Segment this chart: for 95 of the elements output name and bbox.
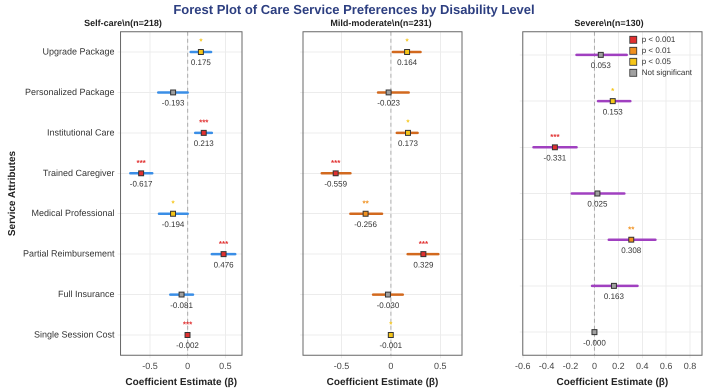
point xyxy=(591,329,598,336)
y-tick-label: Partial Reimbursement xyxy=(22,248,116,259)
data-label: 0.163 xyxy=(604,292,624,302)
point xyxy=(362,210,369,217)
annotation: * xyxy=(389,320,394,330)
annotation: ** xyxy=(362,198,370,208)
point xyxy=(552,144,558,150)
point xyxy=(200,130,207,136)
annotation: *** xyxy=(550,132,560,142)
data-label: 0.053 xyxy=(590,61,612,70)
chart-subtitle: Mild-moderate\n(n=231) xyxy=(330,18,432,28)
data-label: -0.000 xyxy=(583,338,606,348)
data-label: -0.256 xyxy=(354,220,378,229)
annotation: *** xyxy=(418,239,429,248)
data-label: -0.002 xyxy=(176,341,200,350)
annotation: * xyxy=(611,86,616,96)
data-label: -0.194 xyxy=(162,220,185,229)
data-label: 0.213 xyxy=(194,139,214,148)
point xyxy=(184,332,191,338)
y-tick-label: Full Insurance xyxy=(58,289,115,300)
data-label: -0.331 xyxy=(544,154,567,163)
point xyxy=(386,89,392,96)
chart-subtitle: Self-care\n(n=218) xyxy=(84,18,162,28)
point xyxy=(384,292,391,298)
point xyxy=(405,130,411,136)
x-tick-label: 0.5 xyxy=(434,361,447,372)
legend-label: Not significant xyxy=(642,68,693,78)
point xyxy=(598,52,604,58)
x-axis-title: Coefficient Estimate (β) xyxy=(556,376,668,388)
legend-label: p < 0.05 xyxy=(642,57,672,66)
annotation: * xyxy=(171,198,176,208)
x-tick-label: -0.4 xyxy=(538,361,554,372)
annotation: *** xyxy=(182,320,194,330)
x-tick-label: 0 xyxy=(185,361,190,372)
y-tick-label: Trained Caregiver xyxy=(42,168,115,178)
y-tick-label: Single Session Cost xyxy=(34,329,116,340)
point xyxy=(420,251,426,258)
x-axis-title: Coefficient Estimate (β) xyxy=(125,376,238,388)
data-label: 0.175 xyxy=(190,58,212,68)
text: Forest Plot of Care Service Preferences by Disability Level xyxy=(172,2,536,17)
x-tick-label: 0 xyxy=(592,361,597,372)
data-label: -0.559 xyxy=(324,179,348,188)
annotation: ** xyxy=(628,224,636,234)
annotation: *** xyxy=(199,118,210,128)
chart-subtitle: Severe\n(n=130) xyxy=(574,18,644,28)
x-tick-label: -0.6 xyxy=(514,361,531,372)
point xyxy=(198,49,204,55)
data-label: -0.023 xyxy=(377,98,401,108)
point xyxy=(332,170,339,176)
legend-label: p < 0.01 xyxy=(642,46,672,56)
annotation: *** xyxy=(331,158,342,168)
point xyxy=(170,210,176,217)
y-tick-label: Upgrade Package xyxy=(42,46,115,56)
point xyxy=(220,251,227,258)
y-tick-label: Institutional Care xyxy=(46,127,115,138)
data-label: 0.329 xyxy=(413,260,434,270)
annotation: * xyxy=(199,37,204,46)
y-tick-label: Medical Professional xyxy=(31,208,115,218)
legend-label: p < 0.001 xyxy=(642,35,676,44)
y-tick-label: Personalized Package xyxy=(24,86,115,97)
data-label: 0.476 xyxy=(214,260,234,270)
x-tick-label: -0.5 xyxy=(142,361,158,372)
point xyxy=(178,292,185,298)
x-tick-label: 0.4 xyxy=(636,361,649,372)
x-axis-title: Coefficient Estimate (β) xyxy=(326,376,438,388)
x-tick-label: -0.2 xyxy=(562,361,578,372)
annotation: * xyxy=(406,118,410,128)
point xyxy=(388,332,394,338)
annotation: *** xyxy=(136,158,147,168)
data-label: -0.193 xyxy=(162,98,186,108)
x-tick-label: 0.5 xyxy=(219,361,232,372)
data-label: 0.025 xyxy=(587,200,608,209)
x-tick-label: -0.5 xyxy=(334,361,350,372)
x-tick-label: 0 xyxy=(388,361,394,372)
data-label: 0.308 xyxy=(621,246,642,255)
point xyxy=(594,190,600,196)
point xyxy=(404,49,410,55)
annotation: *** xyxy=(218,239,230,248)
data-label: -0.617 xyxy=(130,179,154,188)
x-tick-label: 0.2 xyxy=(612,361,625,372)
point xyxy=(610,98,616,104)
x-tick-label: 0.8 xyxy=(684,361,696,372)
point xyxy=(610,282,617,289)
x-tick-label: 0.6 xyxy=(660,361,672,372)
data-label: -0.001 xyxy=(379,341,403,350)
data-label: 0.164 xyxy=(397,58,418,68)
point xyxy=(170,89,176,96)
data-label: -0.030 xyxy=(376,300,400,310)
point xyxy=(138,170,144,176)
data-label: 0.173 xyxy=(398,139,419,148)
data-label: -0.081 xyxy=(170,300,194,310)
y-axis-title: Service Attributes xyxy=(6,150,18,236)
data-label: 0.153 xyxy=(602,107,624,116)
annotation: * xyxy=(406,37,410,46)
point xyxy=(628,236,634,243)
